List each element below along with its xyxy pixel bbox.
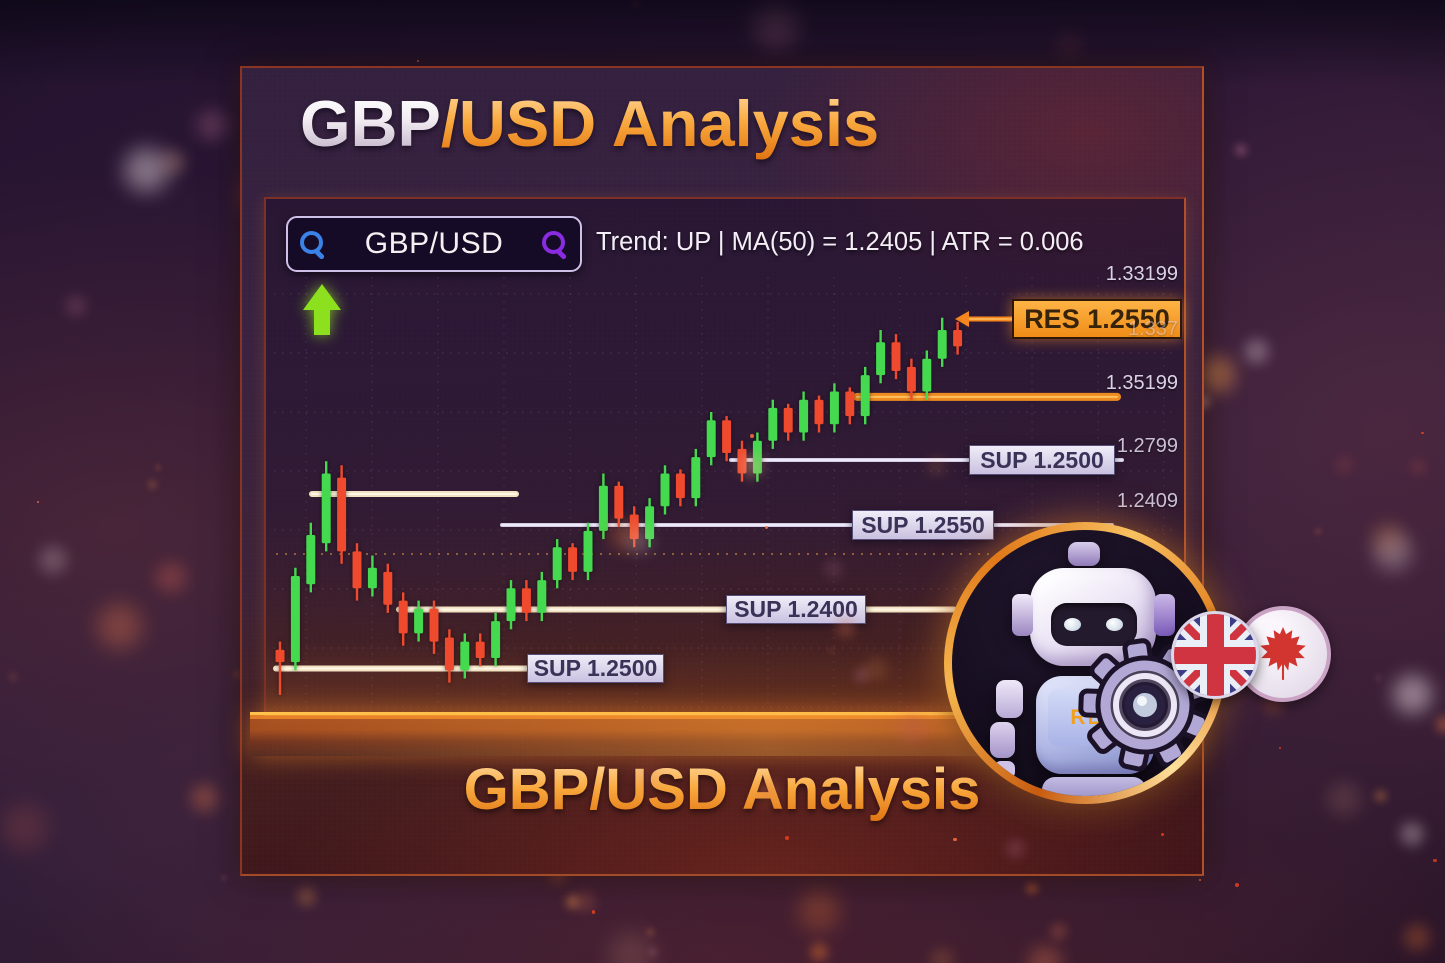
bokeh-dot xyxy=(633,1,639,8)
bokeh-dot xyxy=(1374,674,1381,681)
bokeh-dot xyxy=(753,1,799,48)
bokeh-dot xyxy=(1403,924,1431,951)
bokeh-dot xyxy=(155,465,160,470)
bokeh-dot xyxy=(1235,882,1240,887)
bokeh-dot xyxy=(8,672,17,681)
robot-ear-left xyxy=(1012,594,1033,636)
bokeh-dot xyxy=(1049,922,1067,940)
bokeh-dot xyxy=(96,603,143,650)
support-badge: SUP 1.2500 xyxy=(969,445,1115,475)
bokeh-dot xyxy=(160,149,186,175)
uptrend-arrow-icon xyxy=(303,284,341,335)
support-badge: SUP 1.2400 xyxy=(726,595,866,624)
bokeh-dot xyxy=(195,108,228,141)
support-badge: SUP 1.2500 xyxy=(527,654,664,683)
bokeh-dot xyxy=(649,947,658,957)
maple-leaf-icon xyxy=(1260,627,1306,680)
bokeh-dot xyxy=(416,59,420,63)
bokeh-dot xyxy=(1235,143,1248,157)
search-submit-icon[interactable] xyxy=(540,229,570,259)
bokeh-dot xyxy=(607,932,655,963)
page-title: GBP/USD Analysis xyxy=(300,86,879,161)
bokeh-dot xyxy=(810,943,829,962)
bokeh-dot xyxy=(1371,521,1404,555)
robot-arm xyxy=(990,722,1015,758)
bokeh-dot xyxy=(297,886,317,907)
bokeh-dot xyxy=(798,889,841,932)
search-input[interactable]: GBP/USD xyxy=(364,227,504,260)
bokeh-dot xyxy=(1432,858,1437,863)
bokeh-dot xyxy=(1028,945,1062,963)
bokeh-dot xyxy=(190,783,219,812)
search-bar[interactable]: GBP/USD xyxy=(286,216,582,272)
bokeh-dot xyxy=(646,928,655,936)
bokeh-dot xyxy=(147,480,157,489)
bokeh-dot xyxy=(1,805,48,852)
robot-antenna xyxy=(1068,542,1100,566)
robot-arm xyxy=(996,680,1023,718)
bokeh-dot xyxy=(1026,882,1038,895)
trend-summary: Trend: UP | MA(50) = 1.2405 | ATR = 0.00… xyxy=(596,228,1084,256)
search-icon[interactable] xyxy=(298,229,328,259)
bokeh-dot xyxy=(222,876,227,881)
price-axis-label: 1.35199 xyxy=(1105,372,1178,394)
bokeh-dot xyxy=(1374,790,1387,803)
bokeh-dot xyxy=(1054,30,1084,59)
bokeh-dot xyxy=(124,147,169,193)
bokeh-dot xyxy=(36,500,39,503)
price-axis-label: 1.2409 xyxy=(1116,490,1178,512)
bokeh-dot xyxy=(1327,781,1362,816)
price-axis-label: 1.2799 xyxy=(1116,435,1178,457)
robot-hand xyxy=(994,761,1015,779)
bokeh-dot xyxy=(929,948,954,963)
title-pair-part: GBP xyxy=(300,87,441,160)
bokeh-dot xyxy=(1409,458,1427,476)
bokeh-dot xyxy=(65,295,88,317)
price-axis-label: 1.33199 xyxy=(1105,263,1178,285)
title-analysis-part: /USD Analysis xyxy=(440,87,880,160)
bokeh-dot xyxy=(1335,456,1353,474)
bokeh-dot xyxy=(1243,339,1269,365)
bokeh-dot xyxy=(1435,715,1445,733)
bokeh-dot xyxy=(1400,821,1424,846)
footer-title-text: GBP/USD Analysis xyxy=(463,757,981,822)
bokeh-dot xyxy=(1315,528,1321,535)
bokeh-dot xyxy=(1199,878,1202,882)
price-axis-label: 1.337 xyxy=(1127,318,1178,340)
bokeh-dot xyxy=(1278,747,1281,750)
bokeh-dot xyxy=(574,891,596,913)
bokeh-dot xyxy=(1374,532,1413,571)
bokeh-dot xyxy=(1421,431,1424,435)
bokeh-dot xyxy=(565,895,580,909)
uk-flag-icon xyxy=(1171,611,1259,699)
bokeh-dot xyxy=(155,562,187,594)
bokeh-dot xyxy=(39,545,67,574)
bokeh-dot xyxy=(591,909,596,914)
bokeh-dot xyxy=(1392,675,1432,714)
